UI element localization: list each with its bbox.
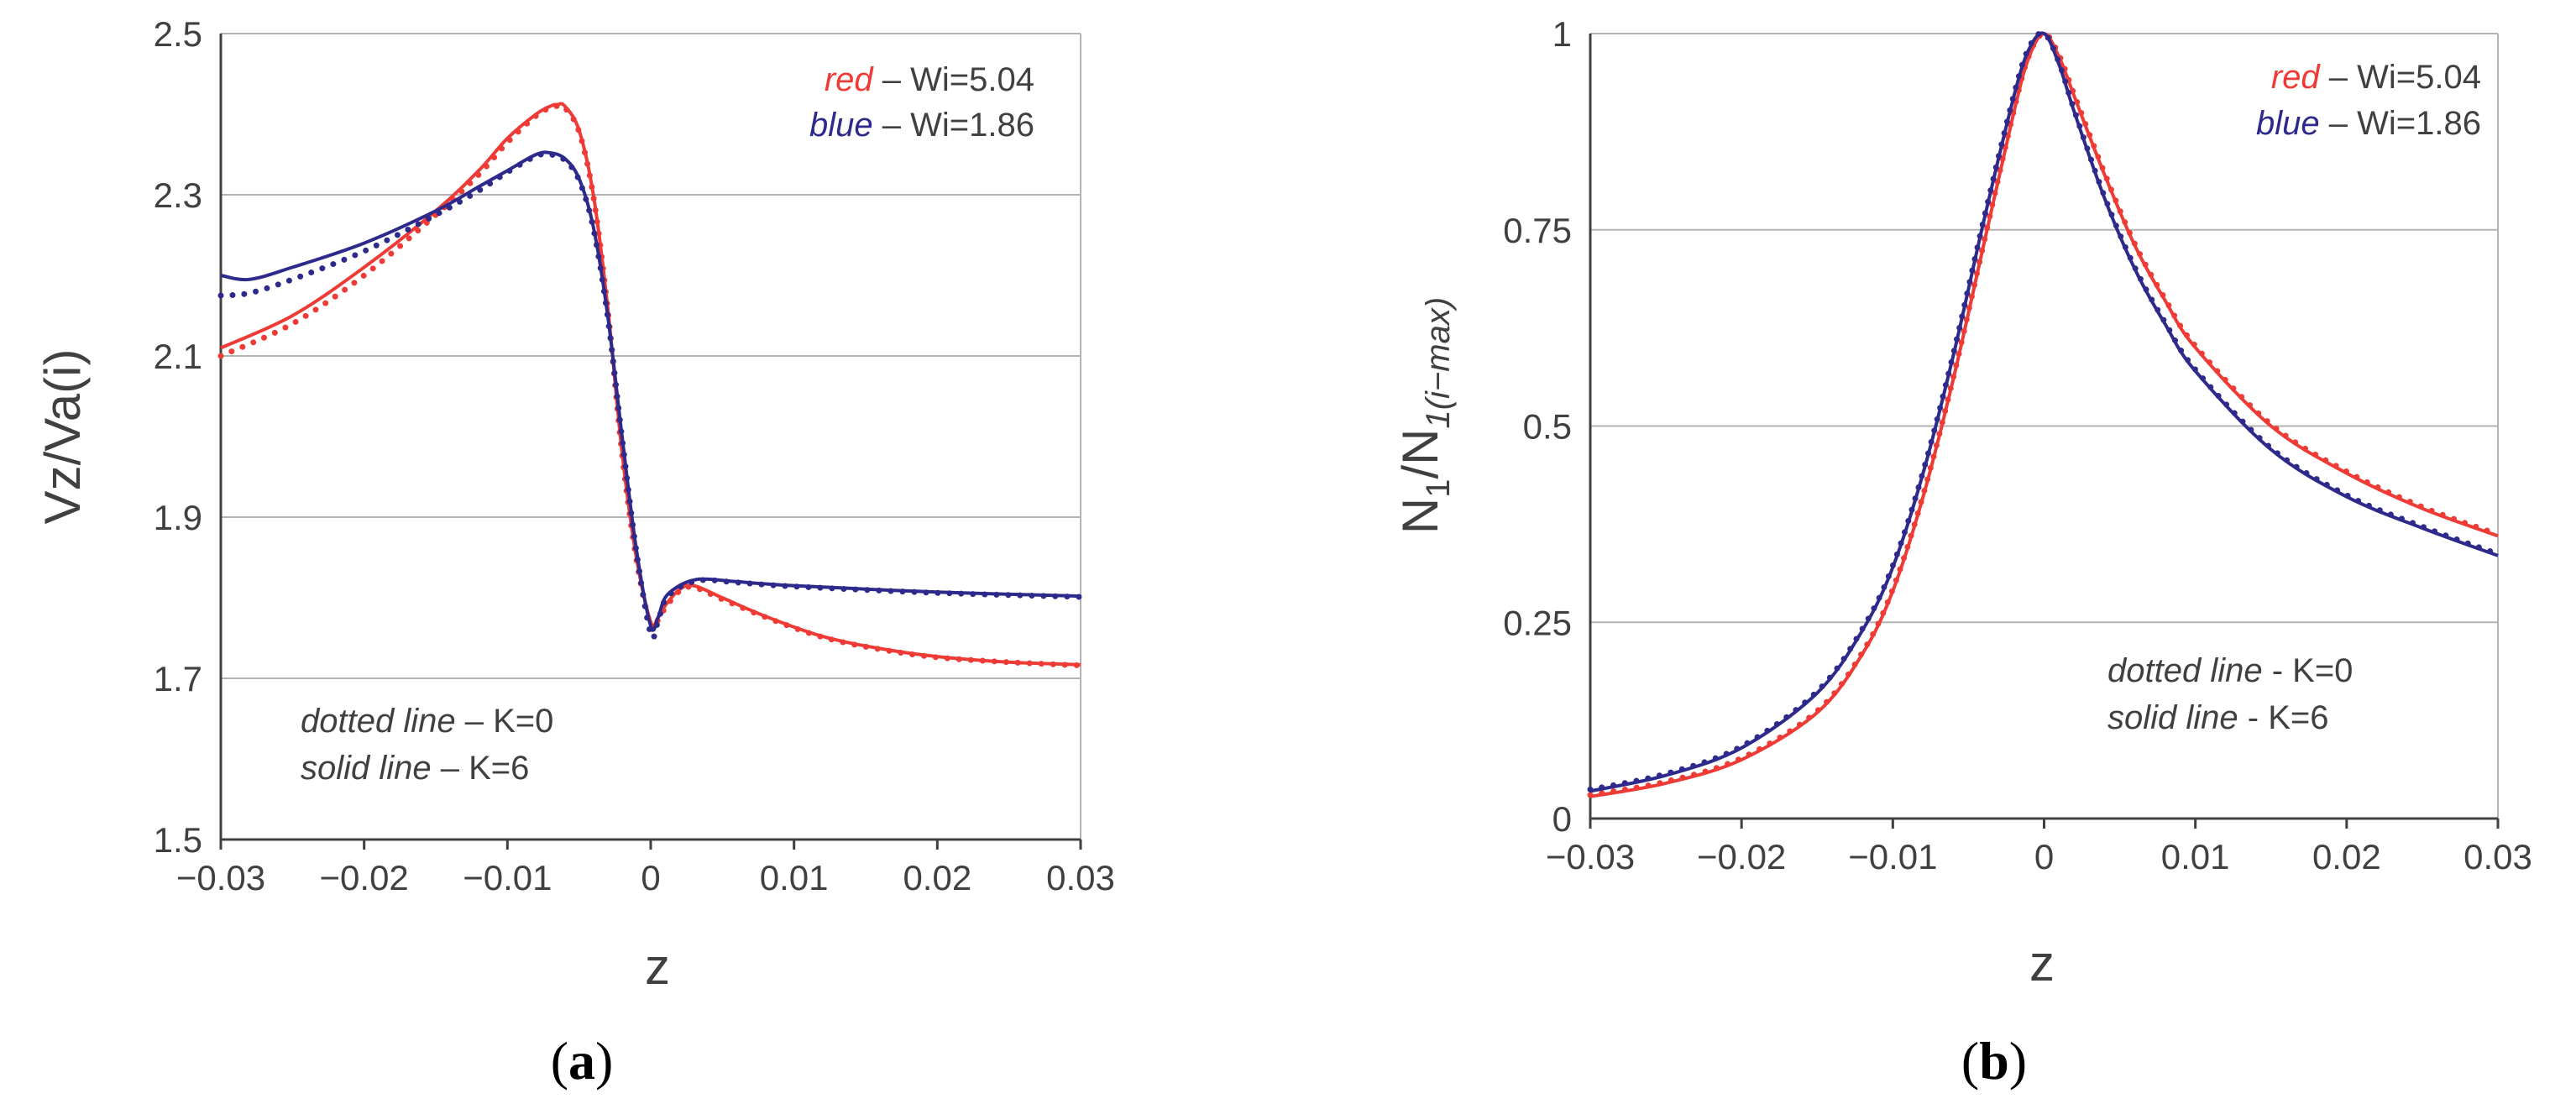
x-tick-label-b-0: −0.03 [1546,837,1635,876]
x-tick-label-b-1: −0.02 [1697,837,1786,876]
panel-label-a-letter: a [568,1031,595,1091]
note-dotted-b: dotted line - K=0 [2107,652,2353,689]
series-b-red-solid [1589,32,2499,798]
x-tick-label-b-6: 0.03 [2463,837,2532,876]
y-axis-label-b-main: N [1392,498,1448,534]
panel-label-b-open: ( [1961,1031,1979,1091]
y-axis-label-a: Vz/Va(i) [34,349,91,525]
y-tick-label-b-4: 1 [1552,14,1572,54]
panel-label-a: (a) [551,1031,614,1091]
panel-label-b: (b) [1961,1031,2027,1091]
note-solid-word-a: solid line [301,750,432,787]
legend-blue-word-a: blue [809,107,873,144]
legend-red-word-b: red [2271,59,2322,96]
x-tick-label-a-6: 0.03 [1046,858,1115,897]
x-tick-labels-b: −0.03 −0.02 −0.01 0 0.01 0.02 0.03 [1546,837,2532,876]
panel-label-b-close: ) [2009,1031,2027,1091]
x-tick-label-a-4: 0.01 [760,858,829,897]
x-tick-label-b-5: 0.02 [2312,837,2381,876]
note-solid-text-b: - K=6 [2238,699,2329,736]
y-tick-label-a-2: 1.9 [154,498,202,537]
series-b-blue-dotted [1587,29,2501,793]
grid-b [1589,33,2500,829]
x-tick-labels-a: −0.03 −0.02 −0.01 0 0.01 0.02 0.03 [176,858,1115,897]
legend-red-text-b: – Wi=5.04 [2320,59,2481,96]
x-tick-label-a-0: −0.03 [176,858,265,897]
y-axis-label-b-sub2: 1(i−max) [1420,297,1457,429]
series-b [1587,29,2501,798]
x-axis-label-a: z [645,939,670,995]
y-tick-label-b-1: 0.25 [1503,603,1572,642]
x-tick-label-a-1: −0.02 [320,858,409,897]
y-axis-label-b-mid: /N [1392,429,1448,479]
series-a [217,102,1084,669]
y-tick-label-b-3: 0.75 [1503,211,1572,250]
panel-label-a-open: ( [551,1031,568,1091]
x-tick-label-b-4: 0.01 [2161,837,2230,876]
series-b-blue-solid [1589,31,2499,793]
note-solid-text-a: – K=6 [432,750,530,787]
legend-red-a: red – Wi=5.04 [825,61,1034,98]
x-axis-label-b: z [2029,935,2055,991]
legend-red-text-a: – Wi=5.04 [873,61,1034,98]
note-dotted-text-b: - K=0 [2263,652,2353,689]
x-tick-label-a-2: −0.01 [463,858,552,897]
y-tick-labels-a: 1.5 1.7 1.9 2.1 2.3 2.5 [154,14,202,860]
y-tick-label-a-1: 1.7 [154,659,202,698]
legend-blue-text-b: – Wi=1.86 [2320,105,2481,142]
legend-blue-a: blue – Wi=1.86 [809,107,1034,144]
series-a-red-solid [220,102,1081,667]
x-tick-label-a-5: 0.02 [903,858,971,897]
legend-blue-b: blue – Wi=1.86 [2256,105,2481,142]
y-tick-label-a-4: 2.3 [154,175,202,215]
x-tick-label-a-3: 0 [641,858,660,897]
series-b-red-dotted [1587,30,2501,798]
x-tick-label-b-2: −0.01 [1848,837,1937,876]
y-tick-label-a-5: 2.5 [154,14,202,54]
note-dotted-a: dotted line – K=0 [301,703,553,740]
grid-a [219,33,1082,850]
y-axis-label-b-sub1: 1 [1420,479,1457,498]
y-tick-label-a-0: 1.5 [154,820,202,860]
chart-a: −0.03 −0.02 −0.01 0 0.01 0.02 0.03 1.5 1.7 1.9 2.… [34,14,1115,1091]
series-a-red-dotted [217,102,1084,669]
y-axis-label-b: N1/N1(i−max) [1392,297,1457,534]
series-a-blue-dotted [217,150,1084,641]
chart-b: −0.03 −0.02 −0.01 0 0.01 0.02 0.03 0 0.25 0.5 0.7… [1392,14,2532,1091]
note-solid-word-b: solid line [2107,699,2238,736]
note-dotted-text-a: – K=0 [456,703,554,740]
y-tick-label-a-3: 2.1 [154,337,202,376]
x-tick-label-b-3: 0 [2034,837,2054,876]
legend-blue-word-b: blue [2256,105,2320,142]
note-dotted-word-a: dotted line [301,703,456,740]
note-solid-a: solid line – K=6 [301,750,529,787]
legend-blue-text-a: – Wi=1.86 [873,107,1034,144]
panel-label-a-close: ) [595,1031,613,1091]
note-solid-b: solid line - K=6 [2107,699,2329,736]
y-tick-label-b-2: 0.5 [1523,407,1572,447]
panel-label-b-letter: b [1979,1031,2009,1091]
note-dotted-word-b: dotted line [2107,652,2263,689]
y-tick-labels-b: 0 0.25 0.5 0.75 1 [1503,14,1572,839]
legend-red-word-a: red [825,61,875,98]
y-tick-label-b-0: 0 [1552,799,1572,839]
legend-red-b: red – Wi=5.04 [2271,59,2481,96]
series-a-blue-solid [220,150,1081,632]
